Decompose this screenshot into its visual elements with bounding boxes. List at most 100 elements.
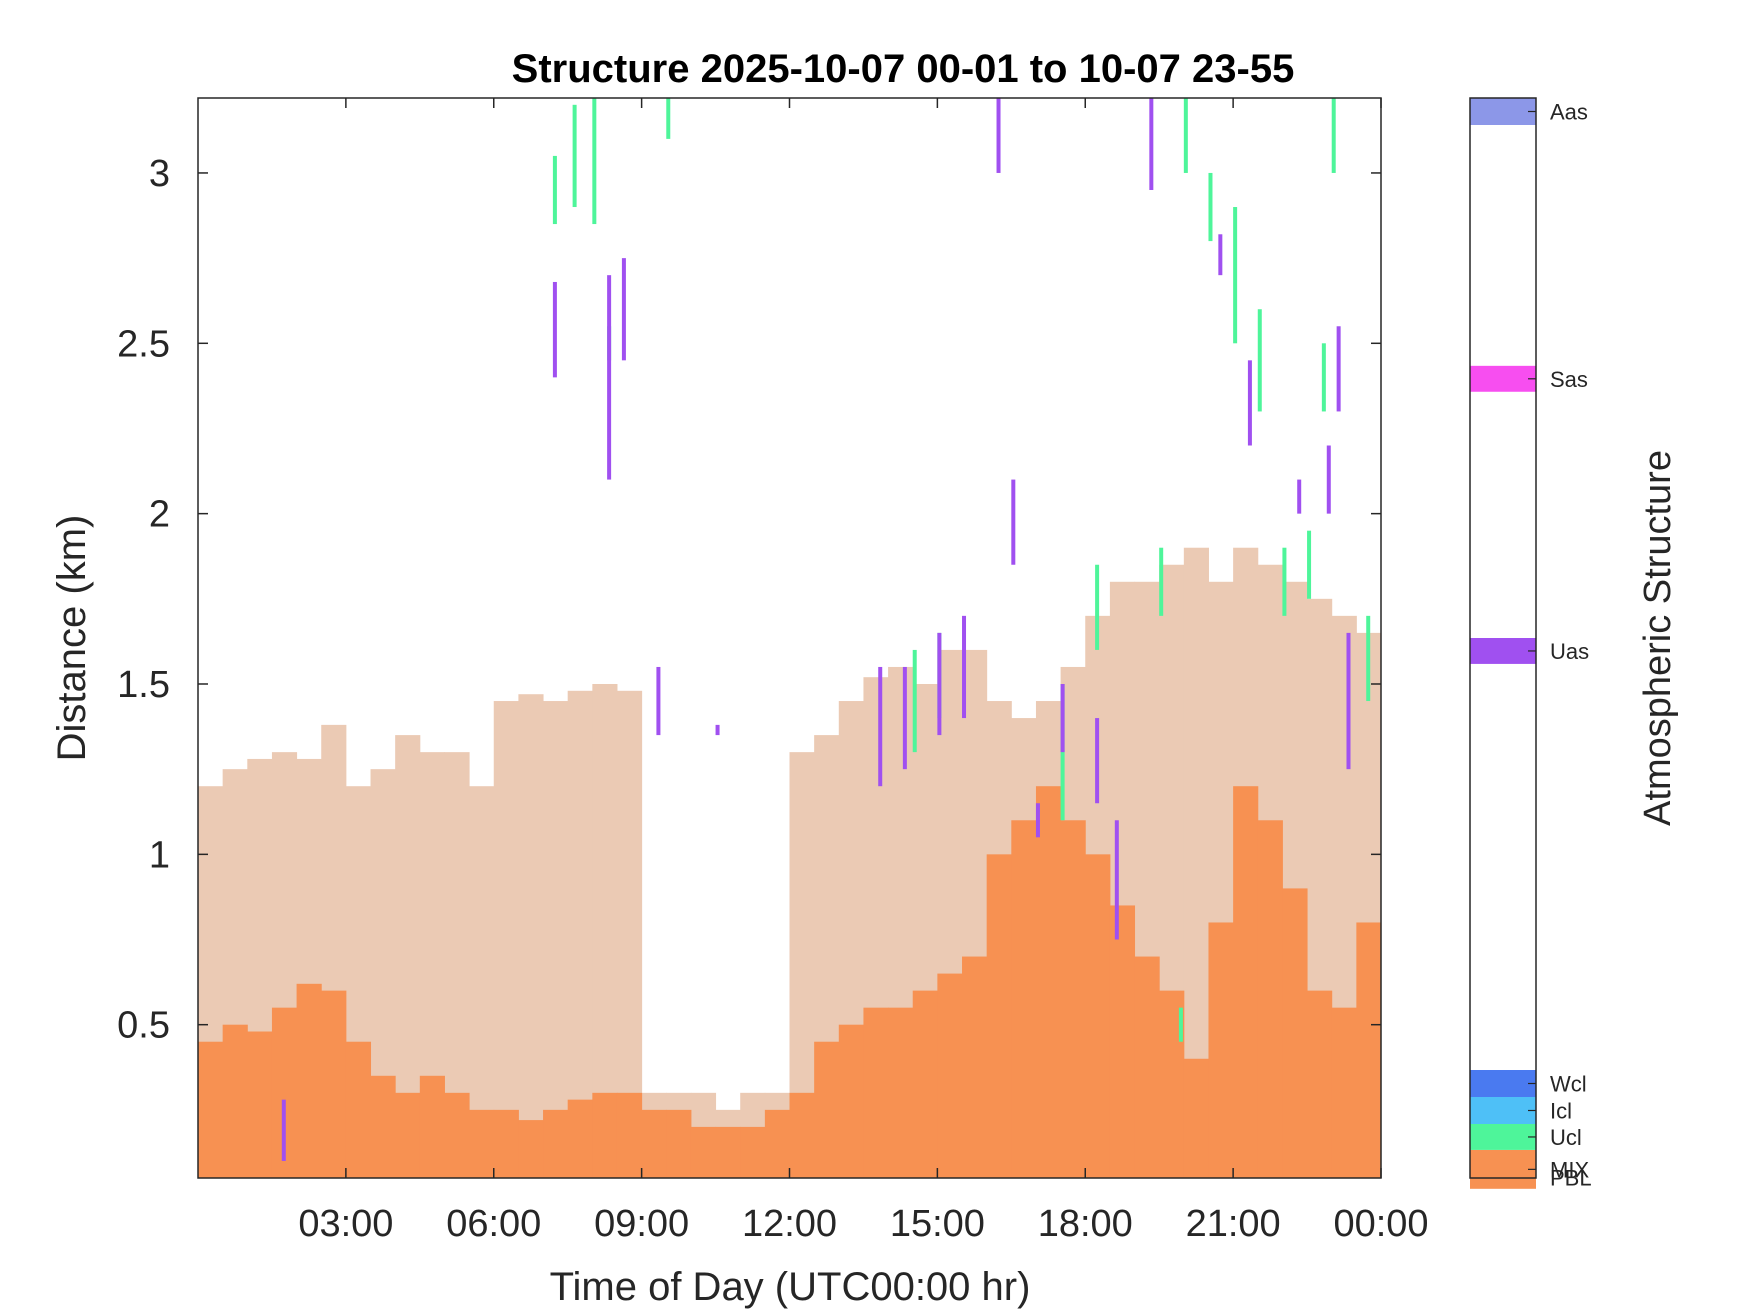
uas-segment — [281, 1099, 286, 1161]
colorbar-label-wcl: Wcl — [1550, 1072, 1587, 1097]
uas-segment — [878, 666, 883, 787]
pbl-bar — [543, 701, 569, 1178]
mix-bar — [863, 1007, 889, 1178]
uas-segment — [1247, 360, 1252, 446]
mix-bar — [1134, 956, 1160, 1178]
x-tick-label: 21:00 — [1186, 1203, 1281, 1245]
mix-bar — [296, 983, 322, 1178]
mix-bar — [1307, 990, 1333, 1178]
pbl-bar — [518, 694, 544, 1178]
pbl-bar — [567, 690, 593, 1178]
x-tick-label: 00:00 — [1333, 1203, 1428, 1245]
uas-segment — [1114, 820, 1119, 940]
uas-segment — [1346, 632, 1351, 770]
uas-segment — [1218, 234, 1223, 276]
mix-bar — [493, 1109, 519, 1178]
ucl-segment — [1331, 98, 1336, 173]
mix-bar — [1183, 1058, 1209, 1178]
y-tick-label: 1 — [149, 834, 170, 876]
mix-bar — [690, 1126, 717, 1178]
x-axis: 03:00 06:00 09:00 12:00 15:00 18:00 21:00 00:00 — [298, 98, 1429, 1245]
uas-segment — [1035, 803, 1040, 838]
mix-bar — [986, 854, 1012, 1178]
mix-bar — [764, 1109, 790, 1178]
colorbar-band-aas — [1470, 98, 1536, 125]
ucl-segment — [1208, 172, 1213, 242]
mix-bar — [543, 1109, 569, 1178]
mix-bar — [345, 1041, 372, 1178]
uas-segment — [607, 275, 612, 480]
uas-segment — [656, 666, 661, 736]
ucl-segment — [1178, 1007, 1183, 1042]
mix-bar — [1282, 888, 1308, 1178]
mix-bar — [666, 1109, 692, 1178]
x-tick-label: 18:00 — [1038, 1203, 1133, 1245]
x-tick-label: 03:00 — [298, 1203, 393, 1245]
mix-bar — [321, 990, 347, 1178]
uas-segment — [1060, 683, 1065, 753]
ucl-segment — [1282, 547, 1287, 616]
mix-bar — [1060, 820, 1086, 1178]
mix-bar — [1011, 820, 1037, 1178]
mix-bar — [814, 1041, 840, 1178]
colorbar-label-ucl: Ucl — [1550, 1125, 1582, 1150]
x-axis-label: Time of Day (UTC00:00 hr) — [550, 1265, 1031, 1309]
mix-bar — [962, 956, 988, 1178]
mix-bar — [518, 1120, 544, 1178]
chart-title: Structure 2025-10-07 00-01 to 10-07 23-5… — [512, 47, 1295, 91]
mix-bar — [888, 1007, 914, 1178]
ucl-segment — [1095, 564, 1100, 650]
mix-bar — [469, 1109, 495, 1178]
uas-segment — [1297, 479, 1302, 514]
mix-bar — [1085, 854, 1111, 1178]
y-axis-label: Distance (km) — [50, 515, 94, 762]
ucl-segment — [1183, 98, 1188, 173]
colorbar-label-uas: Uas — [1550, 639, 1589, 664]
y-tick-label: 1.5 — [117, 664, 170, 706]
colorbar-title: Atmospheric Structure — [1637, 450, 1679, 826]
uas-segment — [1326, 445, 1331, 514]
x-tick-label: 09:00 — [594, 1203, 689, 1245]
ucl-segment — [912, 649, 917, 753]
mix-bar — [198, 1041, 224, 1178]
mix-bar — [444, 1092, 470, 1178]
ucl-segment — [592, 98, 597, 225]
mix-bar — [222, 1024, 248, 1178]
mix-bar — [937, 973, 963, 1178]
mix-bar — [1257, 820, 1283, 1178]
ucl-segment — [1307, 530, 1312, 599]
mix-bar — [1331, 1007, 1357, 1178]
mix-bar — [1208, 922, 1234, 1178]
colorbar-band-sas — [1470, 365, 1536, 392]
mix-bar — [370, 1075, 396, 1178]
mix-bar — [740, 1126, 766, 1178]
uas-segment — [1095, 718, 1100, 804]
y-tick-label: 3 — [149, 153, 170, 195]
mix-bar — [567, 1099, 593, 1178]
mix-bar — [247, 1031, 273, 1178]
mix-bar — [616, 1092, 643, 1178]
mix-bar — [1233, 786, 1259, 1178]
ucl-segment — [572, 104, 577, 208]
mix-bar — [641, 1109, 667, 1178]
y-tick-label: 2 — [149, 494, 170, 536]
mix-bar — [419, 1075, 445, 1178]
ucl-segment — [666, 98, 671, 139]
colorbar-label-mix: MIX — [1550, 1157, 1589, 1182]
colorbar-band-ucl — [1470, 1124, 1536, 1150]
ucl-segment — [1159, 547, 1164, 616]
uas-segment — [996, 98, 1001, 173]
colorbar-band-mix — [1470, 1149, 1536, 1189]
uas-segment — [962, 615, 967, 719]
ucl-segment — [552, 155, 557, 225]
mix-bar — [1035, 786, 1062, 1178]
colorbar-label-pbl: PBL — [1550, 1165, 1592, 1190]
uas-segment — [715, 724, 720, 736]
y-axis: 0.5 1 1.5 2 2.5 3 — [117, 153, 1381, 1047]
colorbar-band-uas — [1470, 638, 1536, 664]
colorbar-band-icl — [1470, 1097, 1536, 1124]
uas-segment — [902, 666, 907, 770]
mix-bar — [912, 990, 938, 1178]
